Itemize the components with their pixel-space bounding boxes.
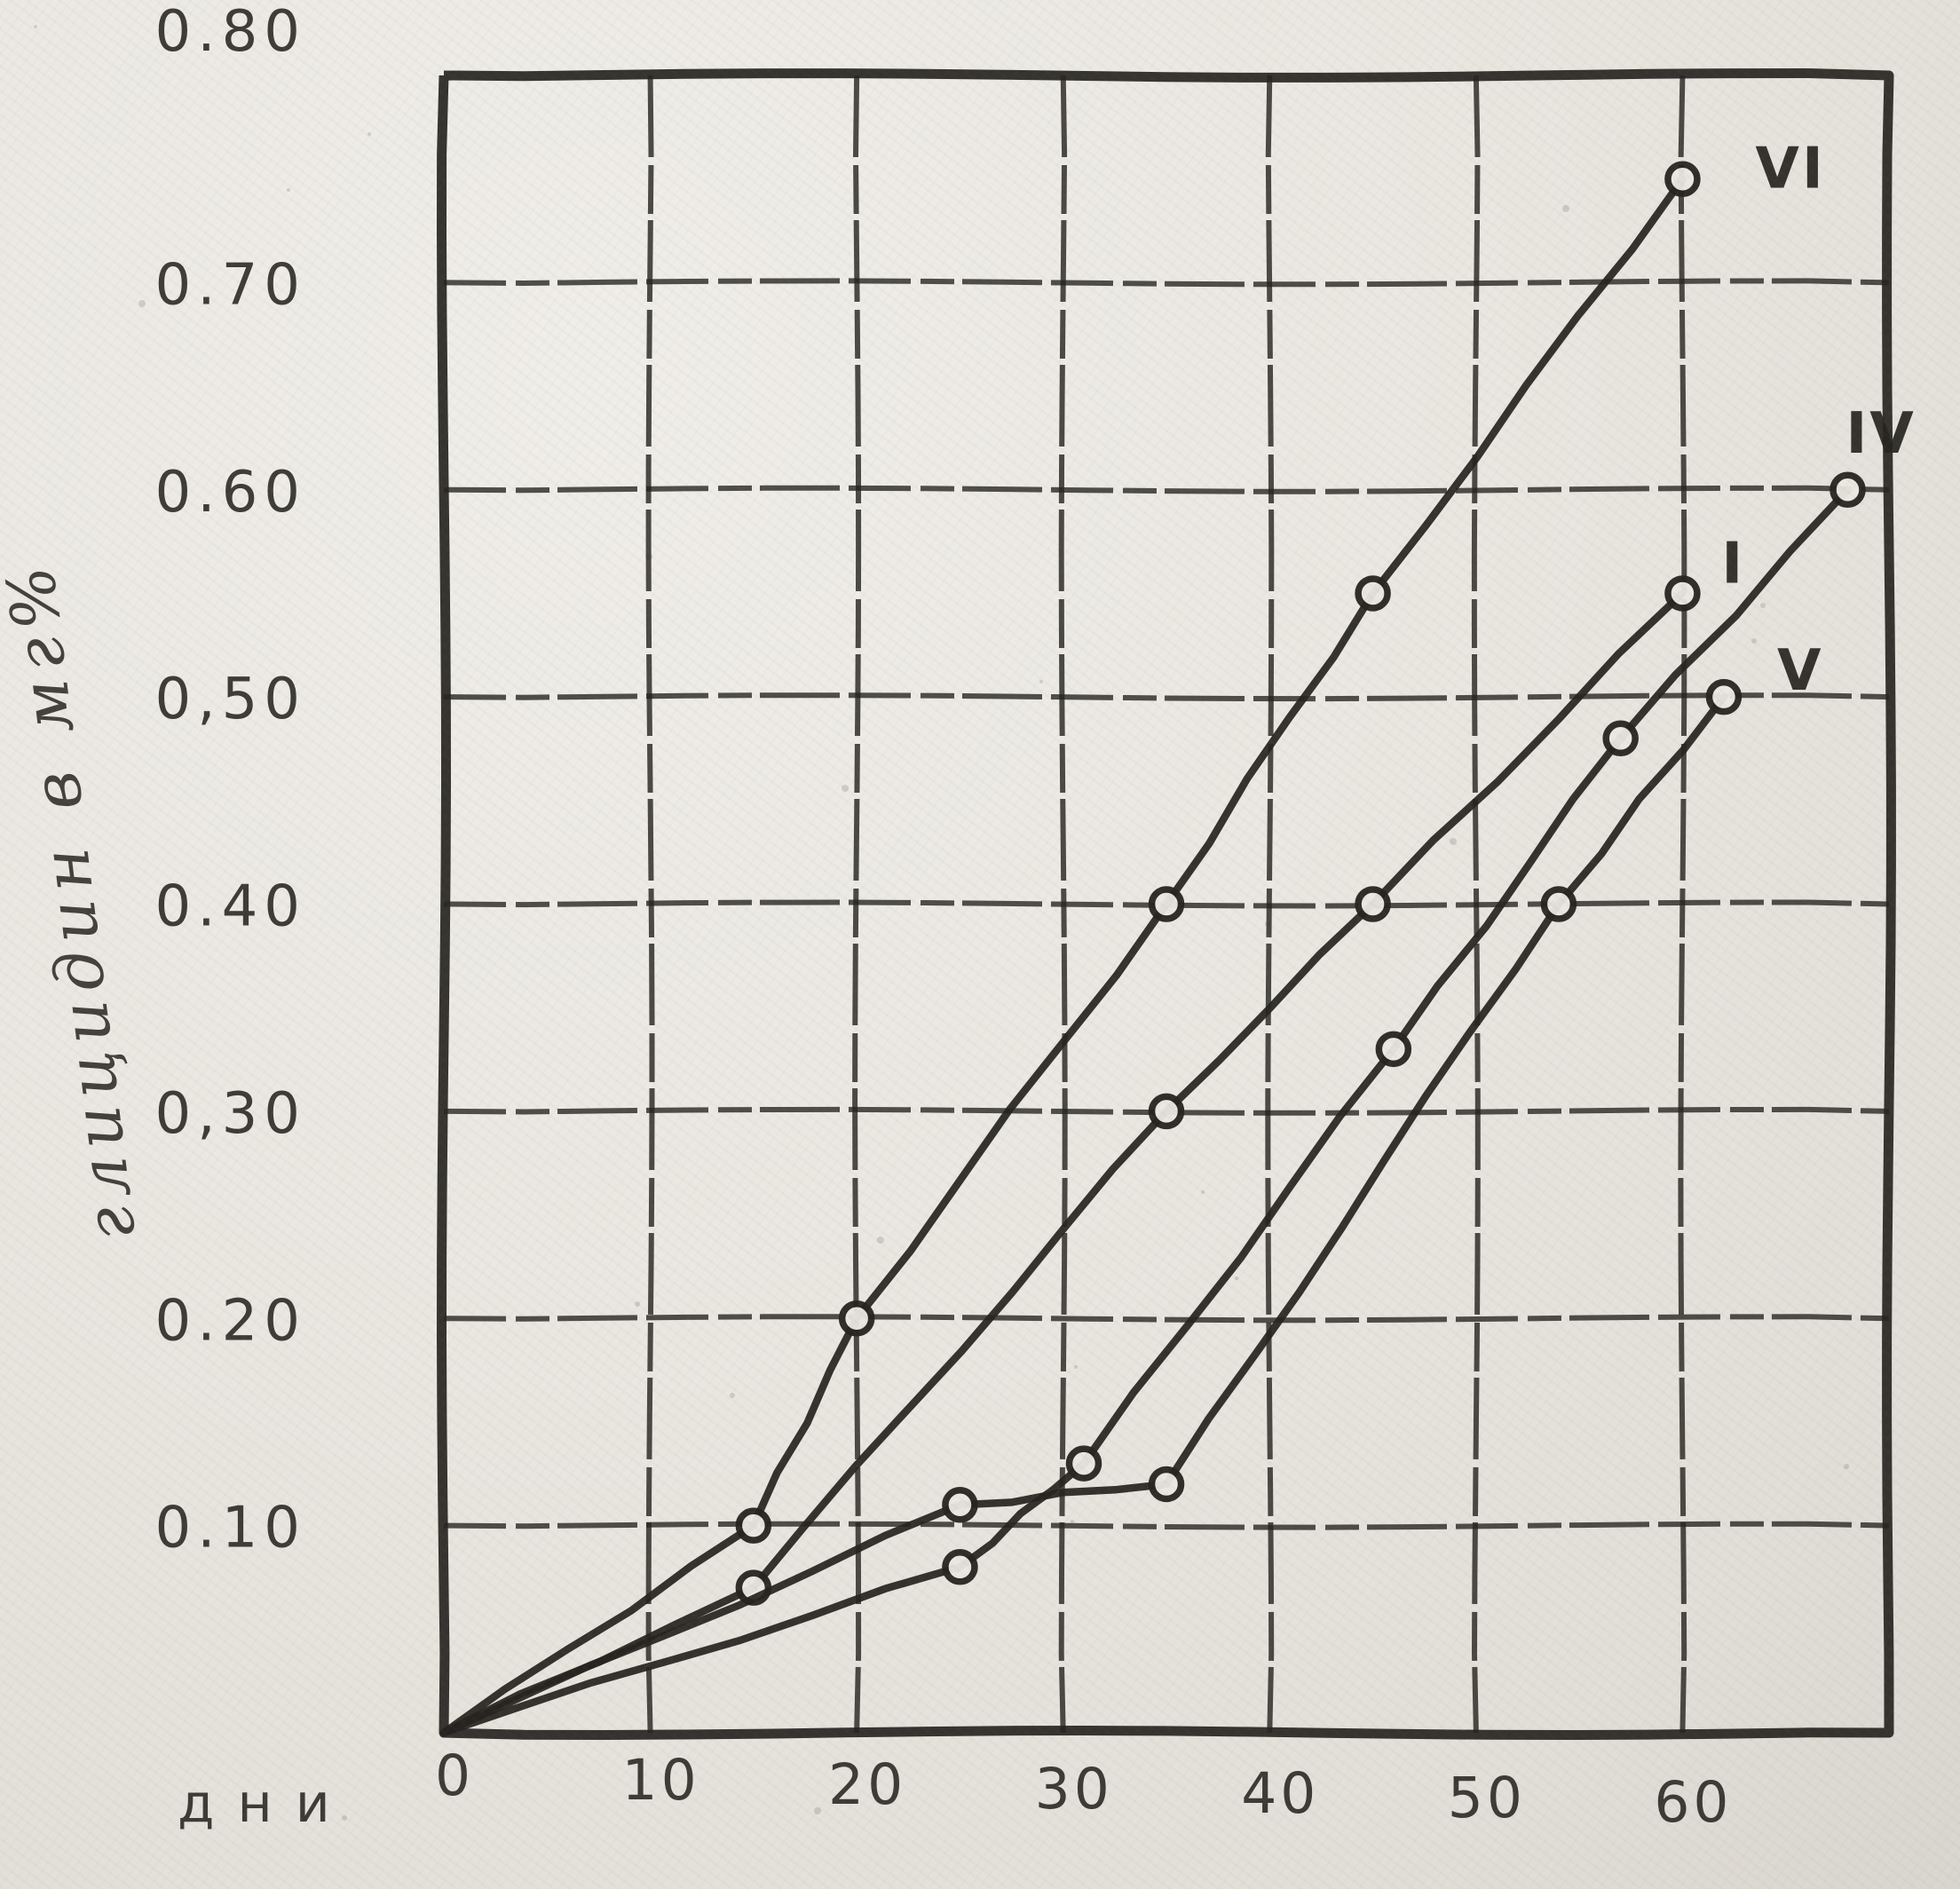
- grid-line-horizontal: [443, 1314, 1890, 1324]
- series-label-IV: IV: [1845, 401, 1916, 467]
- grid-lines: [443, 75, 1890, 1734]
- data-point: [1375, 1031, 1412, 1068]
- scan-speck: [877, 1237, 884, 1244]
- data-point: [942, 1549, 978, 1585]
- scan-speck: [1844, 1464, 1849, 1469]
- y-axis-label: глицидин в мг%: [0, 554, 151, 1245]
- plot-frame: [437, 68, 1896, 1740]
- y-tick-label: 0,30: [155, 1081, 307, 1147]
- y-tick-label: 0.40: [155, 874, 307, 940]
- series-label-VI: VI: [1755, 137, 1825, 202]
- series-label-I: I: [1721, 531, 1745, 597]
- scan-speck: [1235, 1276, 1238, 1280]
- curve-IV: [439, 486, 1852, 1737]
- curve-I: [439, 589, 1687, 1737]
- scan-speck: [1039, 680, 1043, 684]
- x-tick-label: 50: [1448, 1766, 1526, 1830]
- y-tick-label: 0,50: [155, 667, 307, 732]
- y-tick-label: 0.60: [155, 460, 307, 526]
- data-point: [1705, 678, 1743, 715]
- scan-speck: [34, 25, 37, 28]
- data-point: [1664, 575, 1701, 612]
- scan-speck: [1201, 1190, 1205, 1194]
- x-tick-label: 30: [1035, 1757, 1113, 1822]
- x-tick-label: 40: [1241, 1761, 1319, 1826]
- scan-speck: [1562, 205, 1569, 212]
- x-tick-labels: 0 10 20 30 40 50 60: [435, 1743, 1732, 1835]
- x-axis-label: дни: [178, 1773, 353, 1835]
- x-tick-label: 60: [1654, 1770, 1732, 1835]
- scan-speck: [1071, 1520, 1074, 1523]
- data-point: [1540, 886, 1577, 922]
- data-point: [1065, 1445, 1102, 1482]
- data-point: [1664, 161, 1701, 197]
- x-tick-label: 10: [621, 1748, 699, 1813]
- data-point: [1830, 471, 1866, 508]
- scan-speck: [342, 1815, 347, 1821]
- scan-speck: [368, 132, 371, 136]
- data-point: [1602, 720, 1639, 757]
- data-point: [838, 1300, 875, 1337]
- data-point: [942, 1487, 978, 1523]
- y-tick-label: 0.20: [155, 1288, 307, 1354]
- grid-line-horizontal: [443, 278, 1890, 288]
- y-tick-label: 0.80: [155, 0, 307, 65]
- grid-line-horizontal: [443, 485, 1890, 494]
- x-tick-label: 0: [435, 1743, 474, 1808]
- data-point: [1355, 886, 1391, 922]
- scan-speck: [814, 1807, 821, 1814]
- data-series: VI I IV V: [439, 137, 1916, 1737]
- grid-line-horizontal: [443, 1521, 1890, 1530]
- scan-speck: [635, 1301, 640, 1307]
- series-label-V: V: [1777, 638, 1824, 704]
- scan-speck: [287, 188, 290, 192]
- grid-line-horizontal: [443, 692, 1890, 702]
- y-tick-label: 0.10: [155, 1496, 307, 1561]
- data-point: [735, 1507, 772, 1544]
- y-tick-label: 0.70: [155, 252, 307, 318]
- data-point: [1148, 886, 1185, 922]
- scan-speck: [1074, 1365, 1078, 1369]
- scan-speck: [842, 785, 849, 792]
- scan-speck: [730, 1393, 735, 1398]
- data-point: [1148, 1093, 1185, 1130]
- scan-speck: [138, 300, 146, 307]
- data-point: [1148, 1466, 1185, 1503]
- curve-VI: [439, 175, 1687, 1737]
- data-point: [1355, 575, 1391, 612]
- plot-frame-border: [437, 68, 1896, 1740]
- y-tick-labels: 0.80 0.70 0.60 0,50 0.40 0,30 0.20 0.10: [155, 0, 307, 1561]
- x-tick-label: 20: [828, 1752, 906, 1817]
- curve-V: [439, 692, 1728, 1737]
- scan-speck: [1760, 603, 1766, 608]
- scan-speck: [1751, 638, 1757, 644]
- scan-speck: [1450, 838, 1457, 845]
